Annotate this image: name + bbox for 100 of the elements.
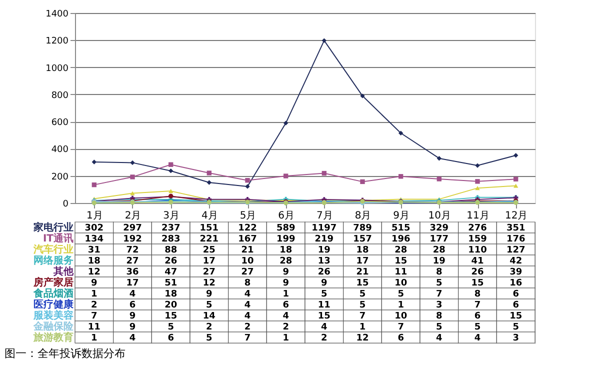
data-label: 28 (432, 246, 446, 256)
y-tick-label: 0 (62, 200, 69, 210)
data-label: 41 (471, 256, 484, 266)
text: 食品烟酒 (32, 288, 74, 300)
data-label: 15 (356, 278, 369, 288)
data-label: 15 (164, 312, 178, 322)
data-label: 9 (282, 268, 289, 278)
data-label: 10 (241, 256, 254, 266)
point (398, 130, 404, 136)
data-label: 10 (394, 312, 408, 322)
data-label: 12 (356, 334, 369, 344)
data-label: 127 (506, 246, 526, 256)
text: 旅游教育 (32, 332, 74, 344)
data-label: 6 (398, 334, 404, 344)
data-label: 159 (468, 234, 487, 244)
data-label: 12 (88, 268, 100, 278)
data-label: 14 (202, 312, 216, 322)
data-label: 20 (164, 300, 178, 310)
point (322, 38, 327, 43)
x-tick-label: 11月 (466, 210, 490, 222)
point (513, 176, 518, 182)
data-label: 26 (164, 256, 178, 266)
point (513, 153, 518, 158)
data-label: 15 (318, 312, 330, 322)
data-label: 1 (282, 334, 289, 344)
data-label: 329 (430, 224, 449, 234)
data-label: 176 (506, 234, 526, 244)
data-label: 8 (474, 290, 481, 300)
data-label: 7 (436, 290, 442, 300)
data-label: 11 (394, 268, 408, 278)
point (168, 168, 174, 174)
text: 其他 (52, 266, 74, 278)
data-label: 39 (510, 268, 522, 278)
point (206, 170, 212, 176)
data-label: 18 (88, 256, 100, 266)
data-label: 8 (244, 278, 251, 288)
x-tick-label: 6月 (278, 210, 295, 222)
point (168, 162, 174, 167)
data-label: 21 (241, 246, 254, 256)
data-label: 27 (202, 268, 216, 278)
data-label: 515 (391, 224, 410, 234)
point (436, 156, 442, 161)
x-tick-label: 5月 (240, 210, 256, 222)
data-label: 302 (84, 224, 104, 234)
point (92, 160, 97, 164)
text: 汽车行业 (32, 244, 74, 256)
point (398, 174, 404, 179)
data-label: 2 (91, 300, 98, 310)
data-label: 42 (510, 256, 522, 266)
data-label: 18 (356, 246, 369, 256)
data-label: 283 (161, 234, 180, 244)
data-label: 1 (282, 290, 289, 300)
data-label: 1 (359, 322, 366, 332)
data-label: 5 (512, 322, 519, 332)
data-label: 7 (398, 322, 404, 332)
text: 图一：全年投诉数据分布 (4, 346, 126, 360)
data-label: 9 (321, 278, 328, 288)
data-label: 157 (353, 234, 372, 244)
data-label: 51 (164, 278, 178, 288)
point (283, 120, 288, 126)
point (130, 191, 135, 196)
data-label: 4 (129, 334, 136, 344)
data-label: 8 (436, 312, 442, 322)
point (245, 178, 250, 183)
point (360, 94, 365, 98)
data-label: 7 (474, 300, 481, 310)
data-label: 4 (129, 290, 136, 300)
data-label: 4 (244, 300, 251, 310)
x-tick-label: 12月 (504, 210, 528, 222)
data-label: 5 (359, 290, 366, 300)
data-label: 221 (200, 234, 219, 244)
text: 服装美容 (32, 310, 74, 322)
data-label: 15 (394, 256, 408, 266)
data-label: 110 (468, 246, 487, 256)
y-tick-label: 200 (51, 172, 69, 182)
data-label: 6 (474, 312, 481, 322)
text: 家电行业 (32, 222, 74, 234)
data-label: 199 (276, 234, 296, 244)
y-tick-label: 1400 (46, 10, 69, 20)
data-label: 5 (206, 300, 212, 310)
data-label: 5 (474, 322, 481, 332)
data-label: 5 (436, 278, 442, 288)
data-label: 1 (91, 290, 98, 300)
data-label: 2 (206, 322, 212, 332)
data-label: 88 (164, 246, 178, 256)
data-label: 219 (314, 234, 334, 244)
data-label: 11 (318, 300, 330, 310)
data-label: 19 (318, 246, 330, 256)
data-label: 151 (200, 224, 219, 234)
data-label: 36 (126, 268, 139, 278)
data-label: 26 (471, 268, 484, 278)
text: 房产家居 (32, 276, 74, 288)
data-label: 72 (126, 246, 139, 256)
data-label: 19 (432, 256, 446, 266)
data-label: 589 (276, 224, 296, 234)
y-tick-label: 600 (51, 118, 69, 128)
point (436, 176, 442, 182)
data-label: 7 (91, 312, 98, 322)
data-label: 5 (398, 290, 404, 300)
point (245, 184, 250, 189)
